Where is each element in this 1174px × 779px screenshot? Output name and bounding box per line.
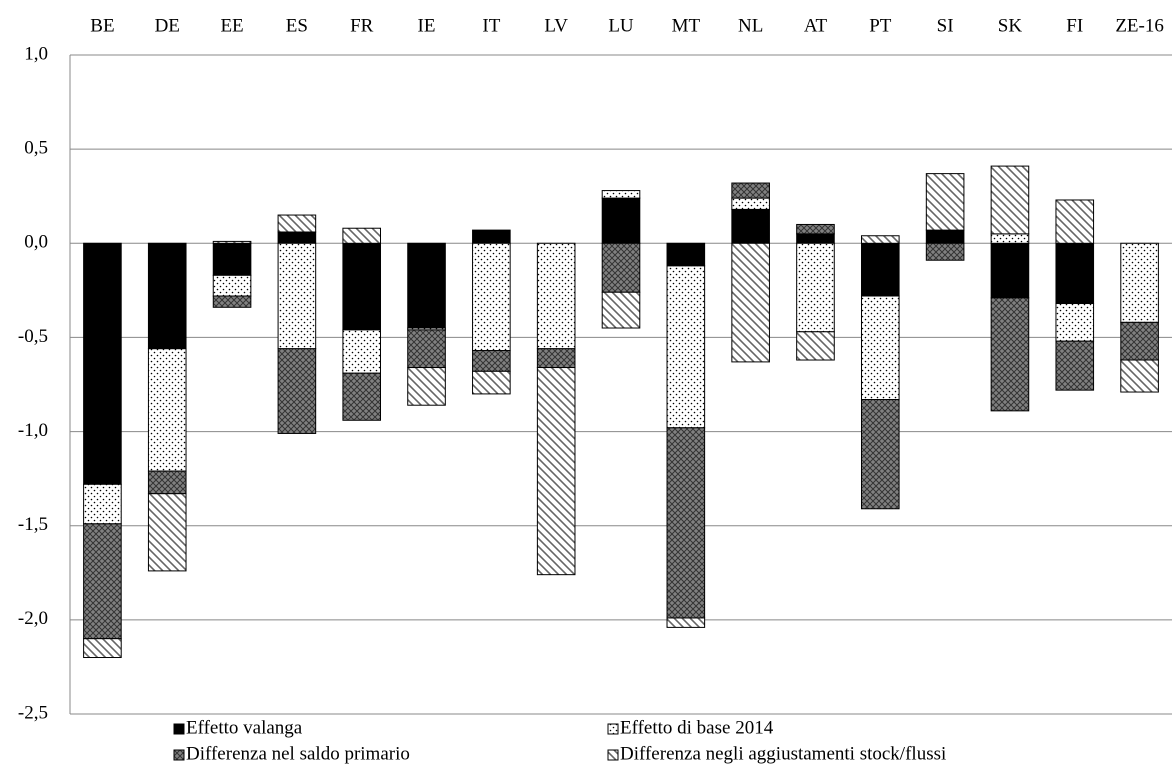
y-tick-label: -0,5	[18, 326, 48, 347]
x-tick-label: FI	[1066, 15, 1083, 36]
bar-segment	[536, 242, 576, 350]
bar-segment	[472, 242, 511, 352]
bar-segment	[1120, 359, 1159, 393]
legend-label: Effetto di base 2014	[620, 717, 774, 738]
bar-segment	[601, 197, 641, 244]
x-tick-label: SK	[998, 15, 1023, 36]
bar-segment	[990, 242, 1030, 299]
x-tick-label: LV	[544, 15, 568, 36]
x-tick-label: ZE-16	[1115, 15, 1164, 36]
bar-segment	[536, 348, 576, 369]
bar-segment	[666, 427, 706, 619]
x-tick-label: MT	[672, 15, 701, 36]
bar-segment	[860, 242, 900, 297]
bar-segment	[925, 242, 965, 261]
bar-segment	[1055, 242, 1095, 305]
bar-segment	[1055, 340, 1095, 391]
bar-segment	[860, 235, 900, 244]
bar-segment	[472, 370, 511, 395]
bar-segment	[342, 242, 382, 331]
bar-segment	[212, 240, 252, 244]
bar-segment	[796, 242, 835, 333]
bar-segment	[83, 523, 122, 640]
bar-segment	[601, 242, 641, 293]
legend-swatch	[607, 749, 619, 761]
y-tick-label: 0,0	[24, 232, 48, 253]
legend-label: Differenza negli aggiustamenti stock/flu…	[620, 743, 946, 764]
bar-segment	[536, 367, 576, 576]
legend-label: Differenza nel saldo primario	[186, 743, 410, 764]
y-tick-label: -2,0	[18, 608, 48, 629]
bar-segment	[1120, 242, 1159, 323]
bar-segment	[407, 329, 446, 369]
bar-segment	[731, 197, 770, 210]
bar-segment	[342, 227, 382, 244]
x-tick-label: BE	[90, 15, 114, 36]
y-tick-label: 1,0	[24, 43, 48, 64]
y-tick-label: -1,0	[18, 420, 48, 441]
y-tick-label: -2,5	[18, 702, 48, 723]
bar-segment	[147, 493, 187, 572]
x-tick-label: PT	[869, 15, 892, 36]
x-tick-label: ES	[286, 15, 308, 36]
legend-swatch	[173, 723, 185, 735]
x-tick-label: DE	[155, 15, 180, 36]
bar-segment	[666, 242, 706, 267]
bar-segment	[472, 229, 511, 244]
bar-segment	[407, 367, 446, 406]
x-tick-label: AT	[804, 15, 828, 36]
x-tick-label: FR	[350, 15, 374, 36]
bar-segment	[990, 233, 1030, 244]
bar-segment	[83, 483, 122, 525]
bar-segment	[147, 242, 187, 350]
x-tick-label: IE	[418, 15, 436, 36]
bar-segment	[342, 372, 382, 421]
bar-segment	[925, 173, 965, 231]
x-tick-label: LU	[608, 15, 634, 36]
x-tick-label: NL	[738, 15, 763, 36]
bar-segment	[666, 617, 706, 628]
bar-segment	[212, 295, 252, 308]
bar-segment	[147, 348, 187, 472]
x-tick-label: SI	[937, 15, 954, 36]
bar-segment	[83, 638, 122, 659]
bar-segment	[731, 242, 770, 363]
bar-segment	[342, 329, 382, 374]
bar-segment	[990, 165, 1030, 235]
bar-segment	[601, 291, 641, 329]
bar-segment	[212, 242, 252, 276]
bar-segment	[277, 242, 317, 350]
bar-segment	[796, 331, 835, 361]
bar-segment	[925, 229, 965, 244]
bar-segment	[1055, 199, 1095, 244]
bar-segment	[147, 470, 187, 495]
bar-segment	[1055, 303, 1095, 342]
bar-segment	[860, 295, 900, 401]
bar-segment	[796, 233, 835, 244]
bar-segment	[796, 223, 835, 235]
bar-segment	[472, 350, 511, 372]
bar-segment	[1120, 321, 1159, 361]
legend-label: Effetto valanga	[186, 717, 303, 738]
bar-segment	[277, 231, 317, 244]
y-tick-label: 0,5	[24, 138, 48, 159]
y-tick-label: -1,5	[18, 514, 48, 535]
bar-segment	[601, 190, 641, 199]
bar-segment	[731, 182, 770, 199]
legend-swatch	[173, 749, 185, 761]
bar-segment	[277, 348, 317, 434]
bar-segment	[990, 297, 1030, 412]
x-tick-label: IT	[482, 15, 500, 36]
bar-segment	[277, 214, 317, 233]
bar-segment	[731, 208, 770, 244]
bar-segment	[83, 242, 122, 485]
bar-segment	[212, 274, 252, 297]
bar-segment	[860, 399, 900, 510]
bar-segment	[407, 242, 446, 329]
legend-swatch	[607, 723, 619, 735]
bar-segment	[666, 265, 706, 429]
x-tick-label: EE	[220, 15, 243, 36]
